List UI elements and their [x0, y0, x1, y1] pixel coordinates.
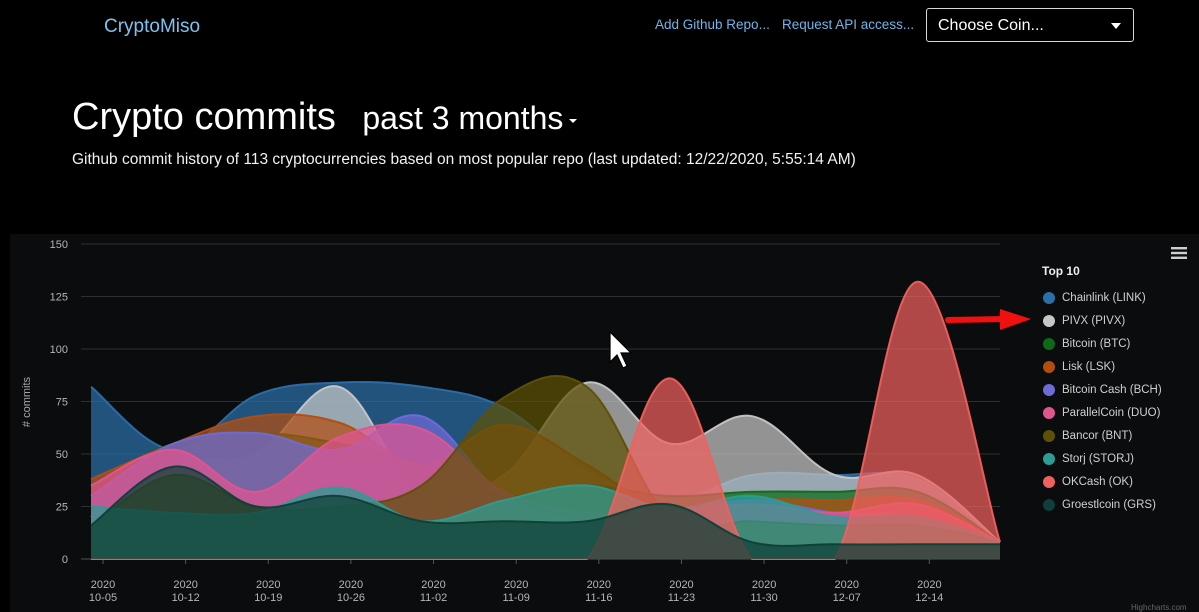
legend-item[interactable]: Lisk (LSK)	[1032, 355, 1192, 378]
mouse-cursor-icon	[609, 330, 633, 369]
legend-item[interactable]: Bitcoin Cash (BCH)	[1032, 378, 1192, 401]
page-subtitle: Github commit history of 113 cryptocurre…	[72, 151, 856, 168]
legend-symbol-icon	[1043, 337, 1055, 350]
legend-item[interactable]: Storj (STORJ)	[1032, 447, 1192, 470]
legend-label: Lisk (LSK)	[1062, 360, 1116, 373]
x-tick-label: 2020	[834, 579, 858, 591]
page-heading: Crypto commits past 3 months	[72, 96, 578, 139]
chevron-down-icon	[1111, 23, 1121, 29]
legend-label: Chainlink (LINK)	[1062, 291, 1146, 304]
x-tick-label: 12-07	[833, 592, 861, 604]
x-tick-label: 10-05	[89, 592, 117, 604]
y-tick-label: 100	[50, 344, 68, 356]
legend-label: Groestlcoin (GRS)	[1062, 498, 1156, 511]
legend-label: Bitcoin (BTC)	[1062, 337, 1131, 350]
y-tick-label: 75	[56, 397, 68, 409]
y-axis-title: # commits	[21, 376, 33, 427]
legend-symbol-icon	[1043, 314, 1055, 327]
page-title: Crypto commits	[72, 96, 336, 138]
x-tick-label: 10-26	[337, 592, 365, 604]
x-tick-label: 11-23	[668, 592, 695, 604]
x-tick-label: 2020	[669, 579, 693, 591]
x-tick-label: 10-19	[254, 592, 282, 604]
y-tick-label: 0	[62, 554, 68, 566]
y-tick-label: 125	[50, 292, 68, 304]
legend-items: Chainlink (LINK) PIVX (PIVX) Bitcoin (BTC)…	[1032, 286, 1192, 516]
legend-item[interactable]: Chainlink (LINK)	[1032, 286, 1192, 309]
brand-logo-link[interactable]: CryptoMiso	[104, 16, 201, 37]
legend-symbol-icon	[1043, 429, 1055, 442]
legend-item[interactable]: Bancor (BNT)	[1032, 424, 1192, 447]
legend-item[interactable]: OKCash (OK)	[1032, 470, 1192, 493]
x-tick-label: 2020	[917, 579, 941, 591]
legend-item[interactable]: Groestlcoin (GRS)	[1032, 493, 1192, 516]
hamburger-menu-icon	[1171, 247, 1187, 259]
x-tick-label: 2020	[91, 579, 115, 591]
x-tick-label: 2020	[339, 579, 363, 591]
red-arrow-icon	[945, 309, 1031, 330]
x-tick-label: 2020	[173, 579, 197, 591]
x-tick-label: 11-02	[420, 592, 447, 604]
legend-label: PIVX (PIVX)	[1062, 314, 1126, 327]
x-tick-label: 2020	[587, 579, 611, 591]
x-tick-label: 2020	[256, 579, 280, 591]
series-area-groestlcoin-grs[interactable]	[91, 466, 1000, 559]
legend-symbol-icon	[1043, 360, 1055, 373]
legend-symbol-icon	[1043, 475, 1055, 488]
legend-symbol-icon	[1043, 383, 1055, 396]
x-tick-label: 10-12	[172, 592, 200, 604]
highcharts-credits[interactable]: Highcharts.com	[1131, 603, 1187, 612]
series-area-okcash-ok[interactable]	[91, 281, 1000, 559]
legend-label: OKCash (OK)	[1062, 475, 1133, 488]
period-dropdown[interactable]: past 3 months	[362, 100, 578, 136]
x-tick-label: 11-30	[750, 592, 777, 604]
x-tick-label: 2020	[504, 579, 528, 591]
choose-coin-select[interactable]: Choose Coin...	[926, 8, 1134, 42]
chart-context-menu-button[interactable]	[1171, 246, 1187, 262]
add-github-repo-link[interactable]: Add Github Repo...	[655, 17, 770, 32]
choose-coin-label: Choose Coin...	[938, 17, 1044, 34]
legend-label: Storj (STORJ)	[1062, 452, 1134, 465]
legend-item[interactable]: PIVX (PIVX)	[1032, 309, 1192, 332]
period-label: past 3 months	[362, 100, 564, 136]
chart-panel: 0 25 50 75 100 125 150 # commits 2020 10-05 2020 10…	[10, 234, 1199, 612]
legend-symbol-icon	[1043, 498, 1055, 511]
legend-item[interactable]: Bitcoin (BTC)	[1032, 332, 1192, 355]
x-tick-label: 2020	[421, 579, 445, 591]
legend-label: Bitcoin Cash (BCH)	[1062, 383, 1162, 396]
caret-down-icon	[569, 118, 578, 123]
legend-symbol-icon	[1043, 452, 1055, 465]
y-tick-label: 150	[50, 239, 68, 251]
y-tick-label: 25	[56, 502, 68, 514]
x-tick-label: 12-14	[915, 592, 943, 604]
x-tick-label: 11-09	[503, 592, 530, 604]
legend-label: Bancor (BNT)	[1062, 429, 1133, 442]
legend-title: Top 10	[1042, 264, 1080, 278]
x-tick-label: 11-16	[585, 592, 612, 604]
y-tick-label: 50	[56, 449, 68, 461]
request-api-access-link[interactable]: Request API access...	[782, 17, 915, 32]
legend-symbol-icon	[1043, 406, 1055, 419]
x-tick-label: 2020	[752, 579, 776, 591]
legend-symbol-icon	[1043, 291, 1055, 304]
legend-label: ParallelCoin (DUO)	[1062, 406, 1161, 419]
legend-item[interactable]: ParallelCoin (DUO)	[1032, 401, 1192, 424]
top-navbar: CryptoMiso Add Github Repo... Request AP…	[0, 0, 1199, 60]
series-line-groestlcoin-grs[interactable]	[90, 465, 1000, 547]
chart-legend: Top 10 Chainlink (LINK) PIVX (PIVX) Bitcoi…	[1032, 264, 1192, 516]
